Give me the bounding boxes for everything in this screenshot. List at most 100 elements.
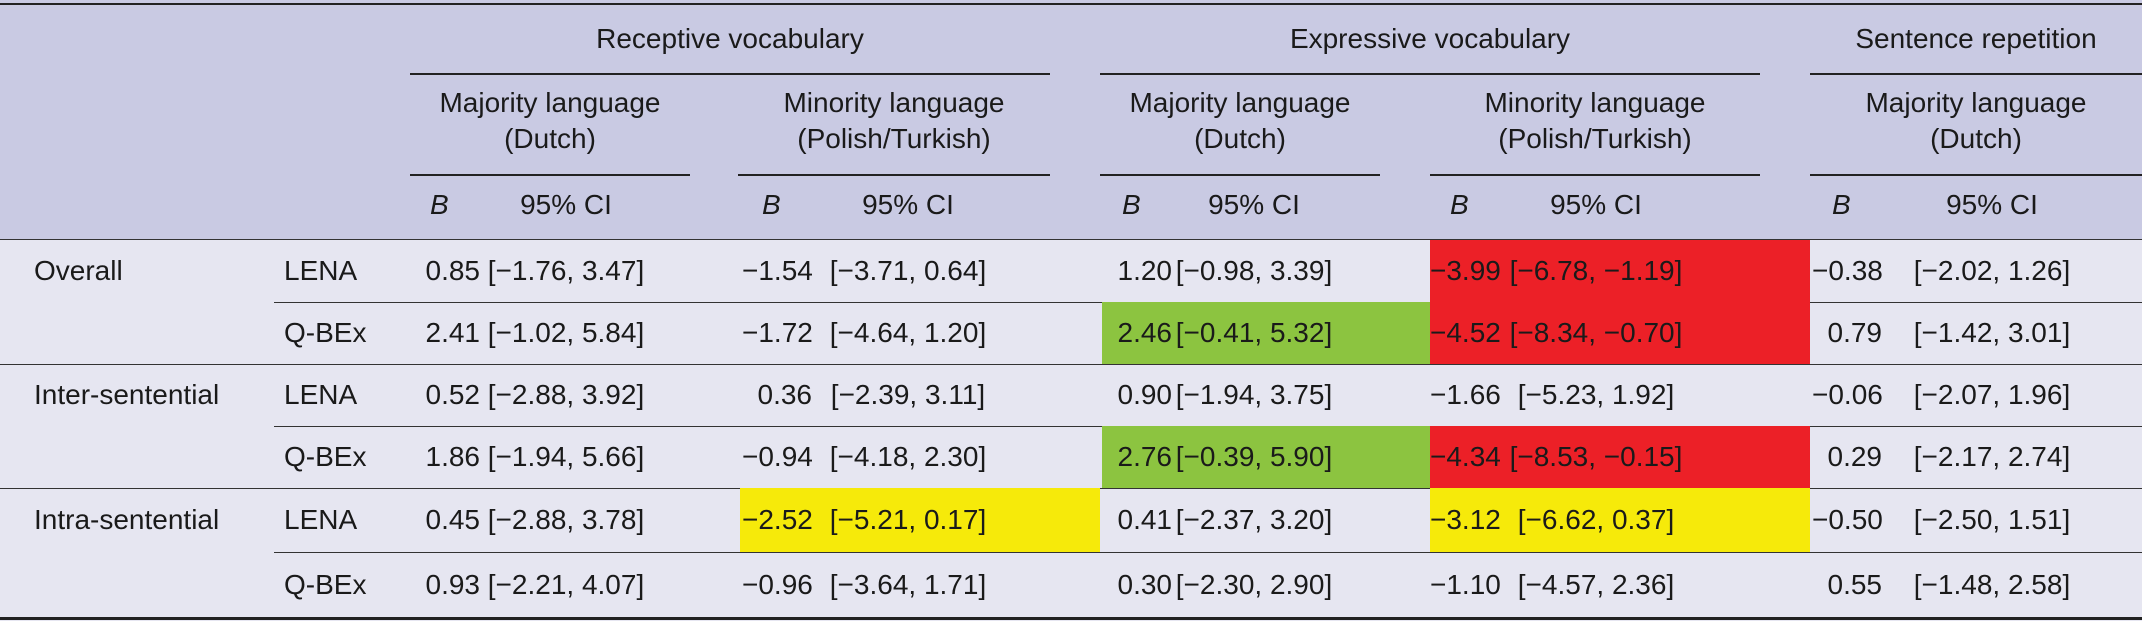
cell-ci: [−1.94, 3.75]	[1175, 379, 1333, 410]
table-header-background	[0, 0, 2142, 240]
cell-b: 1.86	[425, 441, 481, 472]
column-header-b: B	[1832, 189, 1851, 220]
subgroup-line2: (Polish/Turkish)	[797, 123, 991, 154]
cell-ci: [−2.17, 2.74]	[1913, 441, 2071, 472]
cell-b: −1.54	[742, 255, 813, 286]
row-category: Intra-sentential	[34, 504, 220, 535]
row-category: Overall	[34, 255, 123, 286]
cell-b: −4.34	[1430, 441, 1501, 472]
cell-ci: [−2.39, 3.11]	[830, 379, 986, 410]
cell-b: 0.55	[1827, 568, 1883, 600]
cell-b: −0.06	[1812, 379, 1883, 410]
highlight-red	[1430, 302, 1810, 364]
cell-ci: [−0.98, 3.39]	[1175, 255, 1333, 286]
row-rule	[274, 552, 2142, 553]
cell-b: 0.85	[425, 255, 481, 286]
cell-b: −0.94	[742, 441, 813, 472]
column-header-b: B	[762, 189, 781, 220]
cell-ci: [−2.37, 3.20]	[1175, 504, 1333, 535]
cell-b: 0.36	[757, 379, 813, 410]
column-header-ci: 95% CI	[862, 189, 954, 220]
cell-ci: [−6.62, 0.37]	[1517, 504, 1675, 535]
cell-ci: [−6.78, −1.19]	[1509, 255, 1683, 286]
highlight-red	[1430, 240, 1810, 302]
row-measure: Q-BEx	[284, 317, 367, 348]
cell-ci: [−3.71, 0.64]	[829, 255, 987, 286]
cell-b: 2.46	[1117, 317, 1173, 348]
subgroup-rule	[410, 174, 690, 176]
section-rule	[0, 364, 2142, 365]
subgroup-rule	[1100, 174, 1380, 176]
cell-ci: [−2.50, 1.51]	[1913, 504, 2071, 535]
group-rule	[410, 73, 1050, 75]
row-measure: LENA	[284, 379, 358, 410]
cell-ci: [−1.76, 3.47]	[487, 255, 645, 286]
cell-ci: [−4.64, 1.20]	[829, 317, 987, 348]
cell-b: 0.30	[1117, 568, 1173, 600]
cell-b: 1.20	[1117, 255, 1173, 286]
top-rule	[0, 3, 2142, 5]
group-title-receptive: Receptive vocabulary	[596, 23, 864, 54]
cell-b: −1.10	[1430, 568, 1501, 600]
column-header-ci: 95% CI	[1550, 189, 1642, 220]
cell-b: −1.72	[742, 317, 813, 348]
row-measure: LENA	[284, 504, 358, 535]
cell-b: −0.50	[1812, 504, 1883, 535]
cell-b: 2.76	[1117, 441, 1173, 472]
cell-ci: [−4.18, 2.30]	[829, 441, 987, 472]
highlight-red	[1430, 426, 1810, 488]
cell-b: 0.29	[1827, 441, 1883, 472]
cell-ci: [−1.94, 5.66]	[487, 441, 645, 472]
cell-b: 0.90	[1117, 379, 1173, 410]
highlight-yellow	[1430, 488, 1810, 552]
group-title-expressive: Expressive vocabulary	[1289, 23, 1571, 54]
cell-ci: [−4.57, 2.36]	[1517, 568, 1675, 600]
cell-b: 0.79	[1827, 317, 1883, 348]
column-header-b: B	[1122, 189, 1141, 220]
cell-b: −0.96	[742, 568, 813, 600]
subgroup-line2: (Dutch)	[1930, 123, 2022, 154]
highlight-green	[1102, 426, 1430, 488]
cell-b: −3.12	[1430, 504, 1501, 535]
cell-ci: [−2.88, 3.92]	[487, 379, 645, 410]
subgroup-line2: (Dutch)	[504, 123, 596, 154]
column-header-b: B	[1450, 189, 1469, 220]
row-category: Inter-sentential	[34, 379, 220, 410]
cell-b: −4.52	[1430, 317, 1501, 348]
group-title-sentence-repetition: Sentence repetition	[1855, 23, 2097, 54]
subgroup-line2: (Dutch)	[1194, 123, 1286, 154]
subgroup-line1: Minority language	[783, 87, 1005, 118]
subgroup-rule	[1810, 174, 2142, 176]
cell-ci: [−0.39, 5.90]	[1175, 441, 1333, 472]
cell-ci: [−2.02, 1.26]	[1913, 255, 2071, 286]
cell-b: −0.38	[1812, 255, 1883, 286]
cell-ci: [−2.88, 3.78]	[487, 504, 645, 535]
subgroup-line1: Majority language	[1129, 87, 1351, 118]
cell-b: 2.41	[425, 317, 481, 348]
column-header-ci: 95% CI	[1946, 189, 2038, 220]
cell-ci: [−1.02, 5.84]	[487, 317, 645, 348]
cell-ci: [−2.30, 2.90]	[1175, 568, 1333, 600]
column-header-ci: 95% CI	[520, 189, 612, 220]
subgroup-line1: Minority language	[1484, 87, 1706, 118]
group-rule	[1100, 73, 1760, 75]
subgroup-rule	[1430, 174, 1760, 176]
subgroup-rule	[738, 174, 1050, 176]
row-measure: Q-BEx	[284, 568, 367, 600]
highlight-yellow	[740, 488, 1100, 552]
row-measure: Q-BEx	[284, 441, 367, 472]
cell-b: 0.41	[1117, 504, 1173, 535]
highlight-green	[1102, 302, 1430, 364]
cell-ci: [−5.23, 1.92]	[1517, 379, 1675, 410]
cell-ci: [−1.48, 2.58]	[1913, 568, 2071, 600]
cell-ci: [−8.53, −0.15]	[1509, 441, 1683, 472]
cell-ci: [−8.34, −0.70]	[1509, 317, 1683, 348]
cell-b: −1.66	[1430, 379, 1501, 410]
cell-ci: [−5.21, 0.17]	[829, 504, 987, 535]
cell-b: −2.52	[742, 504, 813, 535]
column-header-b: B	[430, 189, 449, 220]
cell-ci: [−3.64, 1.71]	[829, 568, 987, 600]
row-measure: LENA	[284, 255, 358, 286]
cell-b: 0.93	[425, 568, 481, 600]
